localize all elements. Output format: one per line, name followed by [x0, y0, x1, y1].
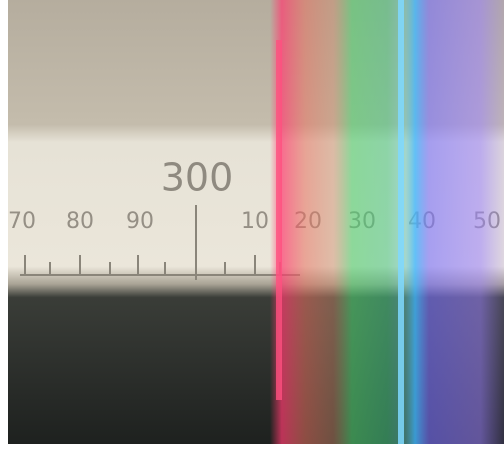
cyan-line — [398, 0, 404, 444]
scale-number: 10 — [241, 209, 269, 234]
red-line — [276, 40, 282, 400]
scale-label: 300 — [161, 156, 234, 200]
scale-number: 70 — [8, 209, 36, 234]
left-border — [0, 0, 8, 450]
spectrum — [270, 0, 504, 444]
scale-number: 90 — [126, 209, 154, 234]
scale-number: 80 — [66, 209, 94, 234]
spectroscope-photo: 300 7080901020304050 — [0, 0, 504, 450]
bottom-border — [0, 444, 504, 450]
